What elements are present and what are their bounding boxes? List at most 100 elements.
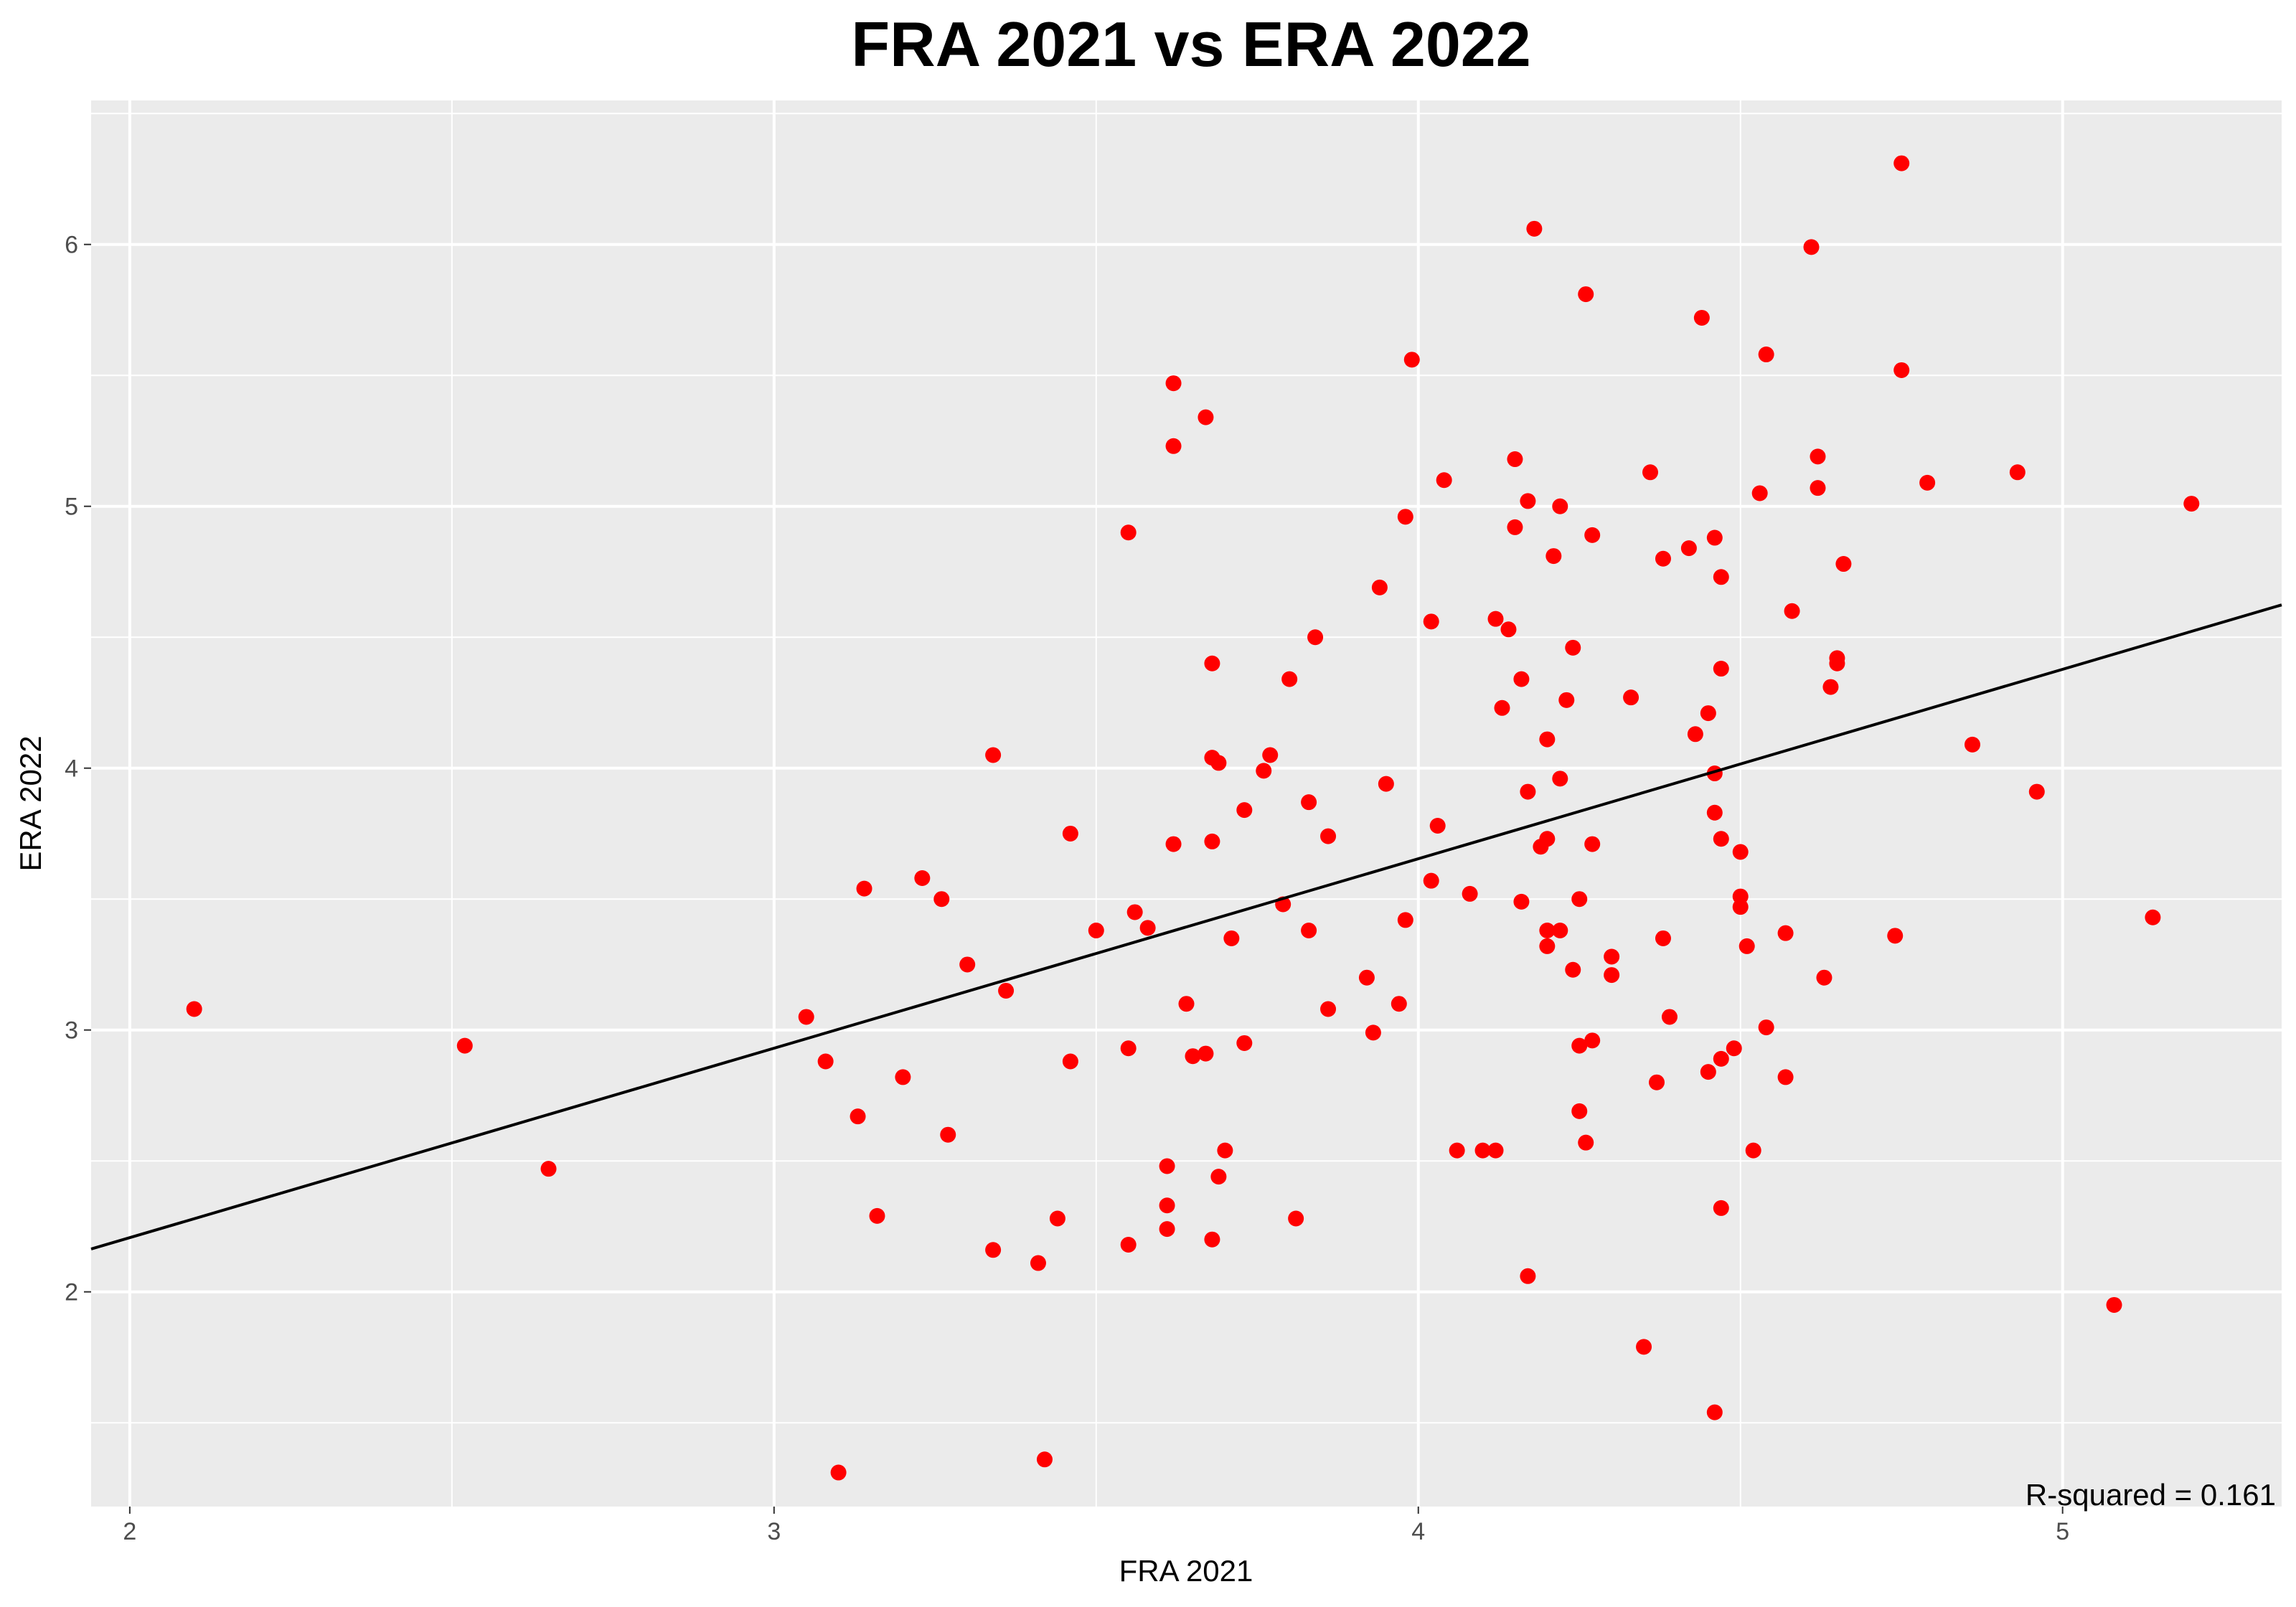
data-point (1642, 464, 1659, 481)
data-point (1198, 1045, 1214, 1062)
data-point (1223, 930, 1240, 946)
data-point (1810, 480, 1826, 496)
x-tick-label: 2 (123, 1518, 136, 1545)
y-tick-label: 5 (65, 494, 78, 521)
data-point (1777, 925, 1794, 941)
data-point (456, 1037, 473, 1054)
data-point (1062, 825, 1078, 842)
data-point (1887, 928, 1904, 944)
data-point (1378, 776, 1394, 792)
r-squared-annotation: R-squared = 0.161 (2026, 1478, 2276, 1512)
data-point (1571, 1103, 1588, 1119)
x-tick-label: 3 (767, 1518, 781, 1545)
data-point (1700, 1064, 1716, 1080)
data-point (1288, 1210, 1304, 1227)
data-point (1810, 448, 1826, 465)
data-point (1429, 818, 1446, 834)
data-point (1159, 1221, 1175, 1238)
data-point (1165, 438, 1182, 454)
data-point (1732, 844, 1749, 860)
data-point (1256, 763, 1272, 779)
y-tick-label: 6 (65, 232, 78, 259)
data-point (1165, 375, 1182, 392)
data-point (830, 1464, 847, 1481)
data-point (1036, 1451, 1053, 1468)
data-point (1301, 923, 1317, 939)
data-point (798, 1009, 814, 1025)
data-point (1745, 1142, 1761, 1159)
data-point (1693, 309, 1710, 326)
data-point (1919, 474, 1936, 491)
data-point (1397, 509, 1413, 525)
data-point (1604, 967, 1620, 984)
data-point (1236, 802, 1253, 819)
data-point (1423, 872, 1439, 889)
data-point (1893, 362, 1910, 378)
data-point (1545, 548, 1562, 565)
data-point (1526, 220, 1543, 237)
data-point (1159, 1197, 1175, 1214)
chart-title: FRA 2021 vs ERA 2022 (851, 9, 1530, 80)
data-point (1816, 969, 1832, 986)
data-point (1558, 692, 1575, 708)
data-point (1706, 1404, 1723, 1420)
data-point (1732, 899, 1749, 915)
data-point (1159, 1158, 1175, 1174)
data-point (1648, 1074, 1665, 1090)
data-point (1565, 961, 1581, 978)
data-point (817, 1053, 834, 1070)
data-point (1964, 736, 1980, 753)
data-point (850, 1108, 866, 1125)
data-point (1120, 524, 1137, 541)
data-point (1365, 1024, 1381, 1041)
data-point (1520, 493, 1536, 509)
data-point (1210, 755, 1227, 771)
data-point (1371, 579, 1388, 595)
data-point (1236, 1035, 1253, 1051)
y-tick-label: 2 (65, 1279, 78, 1306)
data-point (1713, 1050, 1729, 1067)
y-tick-label: 3 (65, 1017, 78, 1045)
data-point (1281, 671, 1298, 687)
data-point (2106, 1296, 2122, 1313)
data-point (1552, 923, 1568, 939)
data-point (1262, 747, 1279, 763)
data-point (1539, 731, 1556, 748)
x-axis-ticks: 2 3 4 5 (123, 1507, 2069, 1545)
data-point (1552, 498, 1568, 514)
data-point (1217, 1142, 1233, 1159)
data-point (1301, 794, 1317, 811)
data-point (1507, 451, 1523, 468)
x-axis-label: FRA 2021 (1119, 1554, 1253, 1588)
data-point (985, 747, 1002, 763)
data-point (1204, 655, 1220, 671)
data-point (895, 1069, 911, 1085)
data-point (1584, 527, 1601, 543)
major-gridlines (91, 100, 2282, 1507)
data-point (1739, 938, 1755, 954)
data-point (1713, 569, 1729, 585)
data-point (1552, 770, 1568, 787)
data-point (1449, 1142, 1465, 1159)
y-axis-ticks: 2 3 4 5 6 (65, 232, 91, 1306)
data-point (1178, 996, 1195, 1012)
data-point (1700, 705, 1716, 722)
data-point (1487, 1142, 1504, 1159)
data-point (1713, 831, 1729, 847)
data-point (1687, 726, 1703, 743)
x-tick-label: 4 (1411, 1518, 1425, 1545)
data-point (1320, 828, 1337, 844)
data-point (1049, 1210, 1065, 1227)
data-point (1893, 155, 1910, 171)
plot-panel (91, 100, 2282, 1507)
minor-gridlines (91, 100, 2282, 1507)
data-point (1062, 1053, 1078, 1070)
data-point (2009, 464, 2026, 481)
data-point (1539, 831, 1556, 847)
data-point (1520, 783, 1536, 800)
data-point (1539, 938, 1556, 954)
data-point (1500, 621, 1517, 638)
data-point (1829, 655, 1845, 671)
data-point (186, 1001, 202, 1017)
